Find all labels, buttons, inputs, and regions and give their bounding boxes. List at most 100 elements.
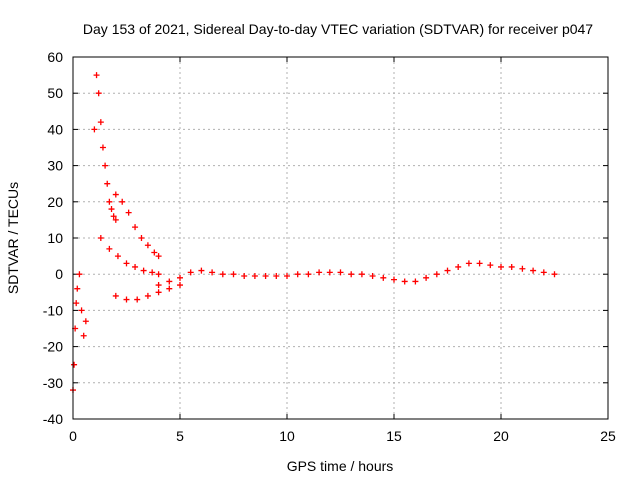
data-points xyxy=(70,72,558,394)
data-point xyxy=(230,271,237,278)
data-point xyxy=(530,267,537,274)
data-point xyxy=(97,235,104,241)
data-point xyxy=(177,282,183,289)
data-point xyxy=(119,198,126,205)
data-point xyxy=(71,361,78,368)
data-point xyxy=(251,273,258,280)
y-tick-label: -30 xyxy=(43,375,63,391)
x-tick-label: 15 xyxy=(386,428,402,444)
data-point xyxy=(102,162,109,169)
data-point xyxy=(358,271,365,278)
data-point xyxy=(241,273,248,280)
data-point xyxy=(273,273,280,280)
series-markers xyxy=(112,282,183,303)
data-point xyxy=(519,265,526,272)
data-point xyxy=(187,269,194,276)
data-point xyxy=(99,144,106,151)
data-point xyxy=(540,269,547,276)
data-point xyxy=(132,263,139,270)
y-tick-label: 20 xyxy=(47,194,63,210)
data-point xyxy=(123,296,130,303)
data-point xyxy=(132,224,139,231)
data-point xyxy=(155,253,162,260)
data-point xyxy=(198,267,205,274)
data-point xyxy=(166,278,173,285)
data-point xyxy=(112,191,119,198)
data-point xyxy=(166,285,173,292)
series-markers xyxy=(112,191,162,260)
y-tick-label: 50 xyxy=(47,85,63,101)
data-point xyxy=(91,126,98,133)
data-point xyxy=(112,292,119,299)
data-point xyxy=(487,262,494,269)
data-point xyxy=(93,72,100,79)
data-point xyxy=(144,292,151,299)
y-tick-label: -20 xyxy=(43,339,63,355)
x-tick-label: 25 xyxy=(600,428,616,444)
series-markers xyxy=(155,267,408,289)
series-markers xyxy=(412,260,558,285)
data-point xyxy=(73,300,80,307)
plot-frame xyxy=(72,56,609,420)
data-point xyxy=(149,269,156,276)
data-point xyxy=(305,271,312,278)
data-point xyxy=(209,269,216,276)
data-point xyxy=(455,263,462,270)
data-point xyxy=(80,332,87,339)
data-point xyxy=(110,213,117,220)
data-point xyxy=(108,206,115,213)
data-point xyxy=(123,260,130,267)
data-point xyxy=(106,245,113,252)
chart-title: Day 153 of 2021, Sidereal Day-to-day VTE… xyxy=(83,21,593,37)
data-point xyxy=(498,263,504,270)
data-point xyxy=(551,271,558,278)
data-point xyxy=(155,271,162,278)
y-tick-label: 0 xyxy=(55,266,63,282)
x-tick-label: 10 xyxy=(279,428,295,444)
x-tick-label: 0 xyxy=(69,428,77,444)
data-point xyxy=(380,274,387,281)
data-point xyxy=(391,276,397,283)
data-point xyxy=(95,90,102,97)
y-tick-label: 10 xyxy=(47,230,63,246)
data-point xyxy=(82,318,89,325)
data-point xyxy=(423,274,430,281)
data-point xyxy=(219,271,226,278)
data-point xyxy=(140,267,147,274)
data-point xyxy=(151,249,158,256)
y-axis-label: SDTVAR / TECUs xyxy=(5,182,21,294)
data-point xyxy=(106,198,113,205)
data-point xyxy=(78,307,85,314)
data-point xyxy=(114,253,121,260)
data-point xyxy=(412,278,419,285)
data-point xyxy=(112,216,119,223)
data-point xyxy=(155,282,162,289)
data-point xyxy=(134,296,141,303)
data-point xyxy=(433,271,440,278)
data-point xyxy=(177,274,183,281)
data-point xyxy=(369,273,376,280)
data-point xyxy=(444,267,451,274)
x-axis-label: GPS time / hours xyxy=(287,458,394,474)
data-point xyxy=(76,271,83,278)
y-tick-label: 30 xyxy=(47,158,63,174)
x-ticks: 0 5 10 15 20 25 xyxy=(69,57,616,444)
data-point xyxy=(155,289,162,296)
data-point xyxy=(74,285,81,292)
data-point xyxy=(284,273,290,280)
series-markers xyxy=(91,72,119,223)
data-point xyxy=(294,271,301,278)
data-point xyxy=(262,273,269,280)
y-tick-label: 60 xyxy=(47,49,63,65)
data-point xyxy=(138,235,145,241)
data-point xyxy=(508,263,515,270)
data-point xyxy=(401,278,408,285)
x-tick-label: 20 xyxy=(493,428,509,444)
y-tick-label: -40 xyxy=(43,411,63,427)
x-tick-label: 5 xyxy=(176,428,184,444)
data-point xyxy=(326,269,333,276)
data-point xyxy=(97,119,104,126)
data-point xyxy=(337,269,344,276)
data-point xyxy=(348,271,355,278)
